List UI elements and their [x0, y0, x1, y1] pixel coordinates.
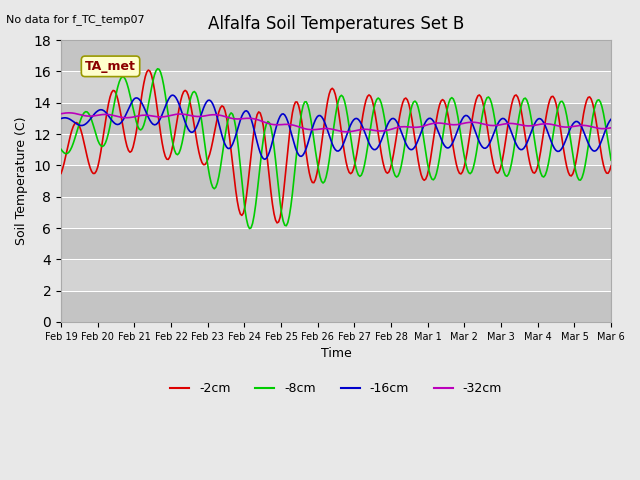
Bar: [61, 40, 611, 72]
X-axis label: Time: Time: [321, 347, 351, 360]
Bar: [61, 291, 611, 322]
Text: No data for f_TC_temp07: No data for f_TC_temp07: [6, 14, 145, 25]
Legend: -2cm, -8cm, -16cm, -32cm: -2cm, -8cm, -16cm, -32cm: [165, 377, 507, 400]
Title: Alfalfa Soil Temperatures Set B: Alfalfa Soil Temperatures Set B: [208, 15, 464, 33]
Text: TA_met: TA_met: [85, 60, 136, 73]
Y-axis label: Soil Temperature (C): Soil Temperature (C): [15, 117, 28, 245]
Bar: [61, 166, 611, 197]
Bar: [61, 228, 611, 259]
Bar: [61, 103, 611, 134]
